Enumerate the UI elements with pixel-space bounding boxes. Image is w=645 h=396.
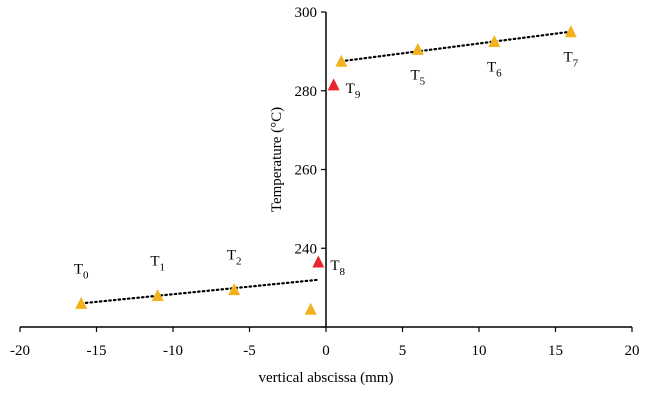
y-tick-label: 280 [295,84,318,100]
trendlines [80,30,572,305]
axes: -20 -15 -10 -5 0 5 10 15 20 240 260 280 300 [10,5,640,359]
x-tick-label: 10 [472,343,487,359]
trendline [80,278,320,305]
point-label: T1 [150,254,165,274]
y-tick-label: 300 [295,5,318,21]
y-tick-label: 260 [295,163,318,179]
trendline [340,30,572,63]
point-label: T7 [563,50,578,70]
point-label: T5 [410,67,425,87]
y-tick-label: 240 [295,241,318,257]
data-point-triangle [488,35,501,48]
data-point-triangle [75,296,88,309]
x-tick-label: 20 [625,343,640,359]
data-point-triangle [411,42,424,55]
point-label: T8 [330,258,345,278]
x-tick-label: 15 [548,343,563,359]
data-point-triangle [335,54,348,67]
data-point-triangle [151,289,164,301]
x-tick-label: -15 [87,343,107,359]
x-axis-title: vertical abscissa (mm) [259,370,394,386]
data-point-triangle [564,25,577,38]
point-label: T0 [74,261,89,281]
data-point-triangle [312,255,325,268]
point-labels: T0 T1 T2 T8 T9 T5 T6 T7 [74,50,579,282]
data-points [75,25,577,315]
x-tick-label: 0 [322,343,330,359]
x-tick-label: 5 [399,343,407,359]
y-axis-title: Temperature (°C) [269,107,285,212]
x-tick-label: -20 [10,343,30,359]
point-label: T9 [346,81,361,101]
point-label: T6 [487,60,502,80]
point-label: T2 [227,248,242,268]
data-point-triangle [304,302,317,315]
x-tick-label: -10 [163,343,183,359]
data-point-triangle [327,78,340,91]
x-tick-label: -5 [243,343,256,359]
data-point-triangle [228,283,241,296]
